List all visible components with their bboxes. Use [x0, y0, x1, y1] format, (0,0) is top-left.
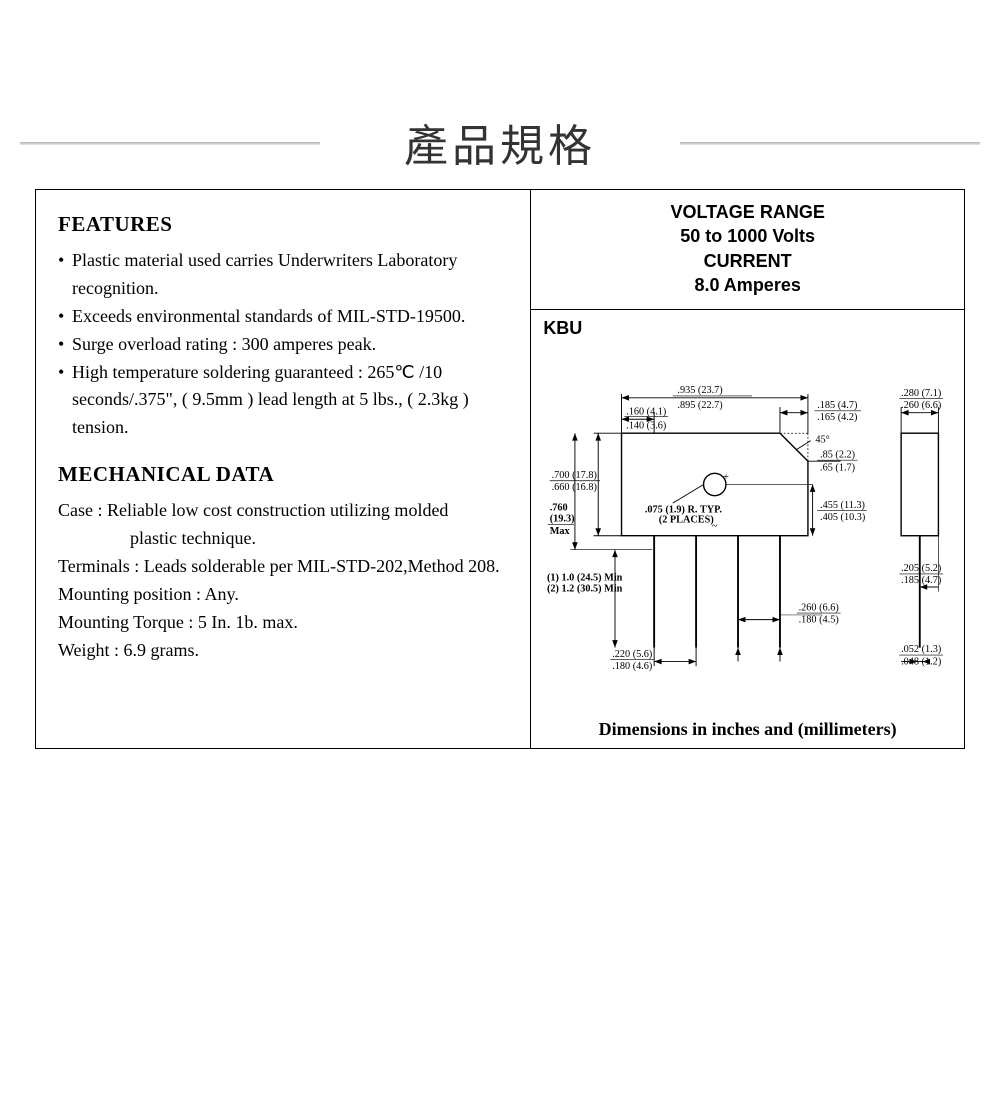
mech-mounting-tq: Mounting Torque : 5 In. 1b. max. [58, 609, 512, 637]
svg-text:.160 (4.1): .160 (4.1) [626, 407, 666, 418]
svg-text:.205 (5.2): .205 (5.2) [901, 563, 941, 574]
features-list: Plastic material used carries Underwrite… [58, 247, 512, 442]
mech-case-1: Case : Reliable low cost construction ut… [58, 497, 512, 525]
feature-item: Plastic material used carries Underwrite… [58, 247, 512, 303]
mech-case-2: plastic technique. [58, 525, 512, 553]
svg-text:(1) 1.0 (24.5) Min: (1) 1.0 (24.5) Min [547, 573, 623, 584]
svg-text:Max: Max [550, 526, 571, 537]
svg-text:(19.3): (19.3) [550, 514, 575, 525]
svg-text:.180 (4.5): .180 (4.5) [799, 615, 839, 626]
svg-text:.165 (4.2): .165 (4.2) [818, 412, 858, 423]
voltage-l3: CURRENT [539, 249, 956, 273]
svg-text:.660 (16.8): .660 (16.8) [552, 482, 597, 493]
svg-text:(2) 1.2 (30.5) Min: (2) 1.2 (30.5) Min [547, 584, 623, 595]
mech-mounting-pos: Mounting position : Any. [58, 581, 512, 609]
mech-weight: Weight : 6.9 grams. [58, 637, 512, 665]
voltage-l4: 8.0 Amperes [539, 273, 956, 297]
svg-text:45°: 45° [816, 435, 830, 446]
svg-text:.180 (4.6): .180 (4.6) [613, 661, 653, 672]
svg-text:.052 (1.3): .052 (1.3) [901, 644, 941, 655]
mech-terminals: Terminals : Leads solderable per MIL-STD… [58, 553, 512, 581]
svg-text:(2 PLACES): (2 PLACES) [659, 515, 714, 526]
svg-text:.700 (17.8): .700 (17.8) [552, 470, 597, 481]
svg-text:.185 (4.7): .185 (4.7) [901, 575, 941, 586]
datasheet-frame: FEATURES Plastic material used carries U… [35, 189, 965, 749]
kbu-label: KBU [543, 318, 582, 339]
mechanical-data: Case : Reliable low cost construction ut… [58, 497, 512, 664]
svg-text:.65 (1.7): .65 (1.7) [820, 463, 855, 474]
svg-text:.935 (23.7): .935 (23.7) [678, 385, 723, 396]
svg-text:.85 (2.2): .85 (2.2) [820, 450, 855, 461]
package-diagram: + ~ .935 (23.7) .895 [531, 340, 964, 713]
svg-text:.048 (1.2): .048 (1.2) [901, 657, 941, 668]
feature-item: Exceeds environmental standards of MIL-S… [58, 303, 512, 331]
svg-text:.405 (10.3): .405 (10.3) [820, 512, 865, 523]
feature-item: Surge overload rating : 300 amperes peak… [58, 331, 512, 359]
svg-text:.185 (4.7): .185 (4.7) [818, 400, 858, 411]
voltage-l2: 50 to 1000 Volts [539, 224, 956, 248]
svg-text:+: + [723, 472, 729, 483]
svg-text:.895 (22.7): .895 (22.7) [678, 400, 723, 411]
features-heading: FEATURES [58, 212, 512, 237]
voltage-l1: VOLTAGE RANGE [539, 200, 956, 224]
svg-text:.260 (6.6): .260 (6.6) [799, 602, 839, 613]
svg-text:.760: .760 [550, 503, 568, 514]
svg-text:.140 (3.6): .140 (3.6) [626, 421, 666, 432]
title-divider-right [680, 142, 980, 145]
title-bar: 產品規格 [0, 110, 1000, 174]
right-panel: VOLTAGE RANGE 50 to 1000 Volts CURRENT 8… [531, 190, 964, 748]
feature-item: High temperature soldering guaranteed : … [58, 359, 512, 443]
svg-text:.260 (6.6): .260 (6.6) [901, 400, 941, 411]
mechanical-heading: MECHANICAL DATA [58, 462, 512, 487]
dimensions-caption: Dimensions in inches and (millimeters) [531, 719, 964, 740]
page-title: 產品規格 [384, 110, 616, 174]
diagram-box: KBU + ~ [531, 310, 964, 748]
svg-text:.220 (5.6): .220 (5.6) [613, 649, 653, 660]
left-panel: FEATURES Plastic material used carries U… [36, 190, 531, 748]
voltage-box: VOLTAGE RANGE 50 to 1000 Volts CURRENT 8… [531, 190, 964, 310]
title-divider-left [20, 142, 320, 145]
svg-text:.455 (11.3): .455 (11.3) [820, 500, 865, 511]
svg-text:.280 (7.1): .280 (7.1) [901, 388, 941, 399]
